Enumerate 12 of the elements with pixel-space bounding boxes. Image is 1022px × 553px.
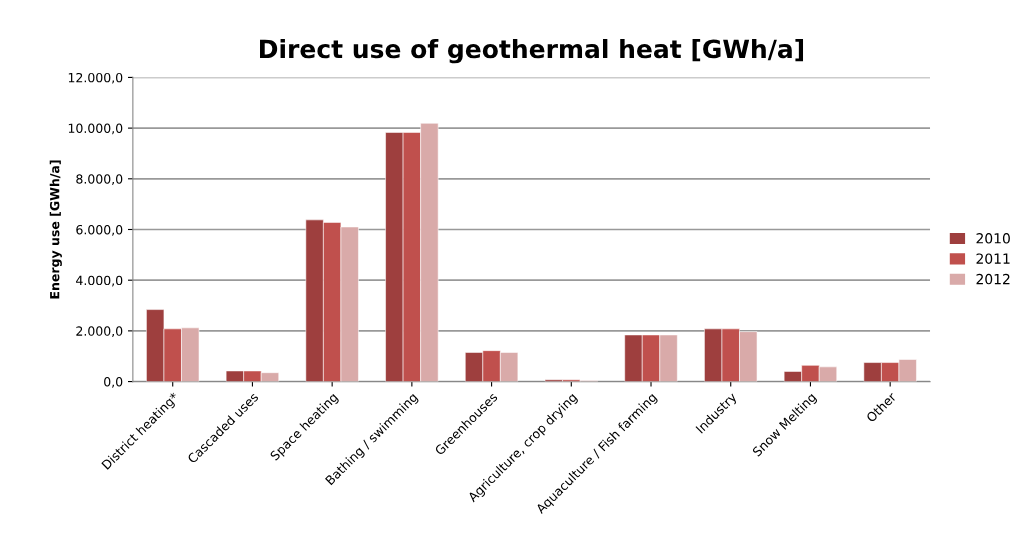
y-tick-label: 4.000,0 [76,275,123,287]
legend-label: 2011 [976,253,1010,264]
y-tick-label: 0,0 [104,377,123,388]
legend-label: 2012 [976,273,1010,285]
y-tick-label: 2.000,0 [76,326,123,338]
legend-label: 2010 [976,233,1010,244]
y-tick-label: 8.000,0 [76,174,123,186]
y-tick-label: 12.000,0 [68,72,123,84]
chart-title: Direct use of geothermal heat [GWh/a] [260,38,804,64]
y-tick-label: 10.000,0 [68,123,123,135]
y-axis-title: Energy use [GWh/a] [49,160,62,299]
y-tick-label: 6.000,0 [76,224,123,236]
